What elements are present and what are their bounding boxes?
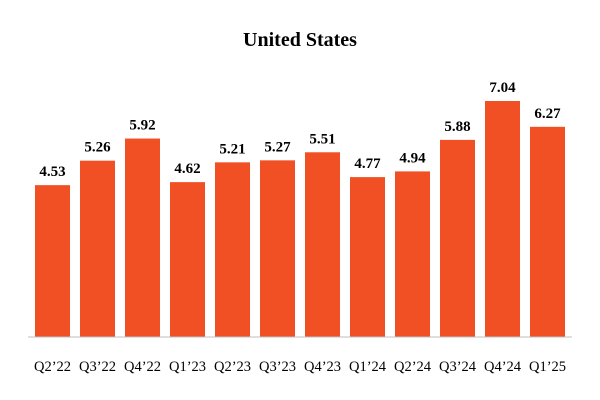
- value-label-0: 4.53: [39, 164, 65, 180]
- x-tick-label-2: Q4’22: [124, 359, 161, 375]
- chart-title: United States: [243, 29, 357, 51]
- x-tick-label-6: Q4’23: [304, 359, 341, 375]
- bar-5: [260, 160, 295, 337]
- value-label-5: 5.27: [264, 139, 291, 155]
- value-label-7: 4.77: [354, 156, 381, 172]
- value-label-2: 5.92: [129, 118, 155, 134]
- value-label-6: 5.51: [309, 131, 335, 147]
- x-tick-label-9: Q3’24: [439, 359, 477, 375]
- value-labels-group: 4.53 5.26 5.92 4.62 5.21 5.27 5.51 4.77 4.94 5.88…: [39, 80, 561, 180]
- value-label-10: 7.04: [489, 80, 516, 96]
- value-label-9: 5.88: [444, 119, 470, 135]
- value-label-3: 4.62: [174, 161, 200, 177]
- value-label-4: 5.21: [219, 141, 245, 157]
- x-tick-label-10: Q4’24: [484, 359, 522, 375]
- value-label-11: 6.27: [534, 106, 561, 122]
- x-tick-labels-group: Q2’22 Q3’22 Q4’22 Q1’23 Q2’23 Q3’23 Q4’23 Q1’24…: [34, 359, 566, 375]
- x-tick-label-4: Q2’23: [214, 359, 251, 375]
- x-tick-label-5: Q3’23: [259, 359, 296, 375]
- value-label-8: 4.94: [399, 150, 426, 166]
- bar-3: [170, 182, 205, 338]
- x-tick-label-3: Q1’23: [169, 359, 206, 375]
- bar-6: [305, 152, 340, 337]
- bar-0: [35, 185, 70, 337]
- bar-1: [80, 160, 115, 337]
- bar-4: [215, 162, 250, 337]
- x-tick-label-0: Q2’22: [34, 359, 71, 375]
- x-tick-label-8: Q2’24: [394, 359, 432, 375]
- bar-9: [440, 139, 475, 337]
- bar-8: [395, 171, 430, 337]
- value-label-1: 5.26: [84, 140, 111, 156]
- bar-11: [530, 126, 565, 337]
- x-tick-label-1: Q3’22: [79, 359, 116, 375]
- x-tick-label-7: Q1’24: [349, 359, 387, 375]
- bar-10: [485, 101, 520, 337]
- bar-2: [125, 138, 160, 337]
- x-tick-label-11: Q1’25: [529, 359, 566, 375]
- bar-7: [350, 177, 385, 337]
- bars-group: [35, 101, 565, 338]
